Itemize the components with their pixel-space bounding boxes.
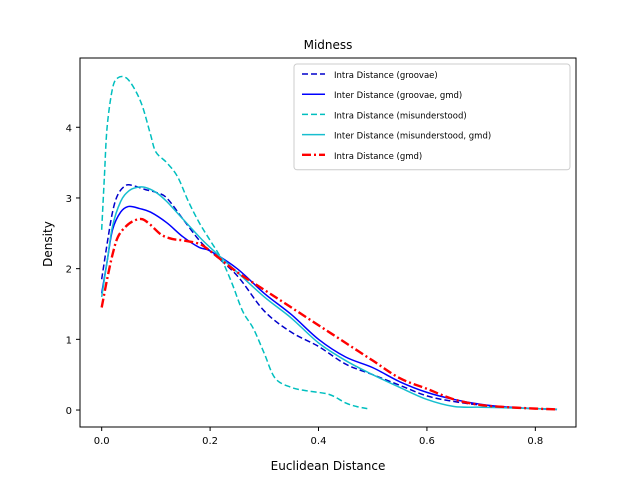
legend-label-1: Intra Distance (groovae) bbox=[334, 71, 438, 81]
x-axis-label: Euclidean Distance bbox=[271, 459, 386, 473]
plot-frame bbox=[79, 57, 577, 428]
y-tick-label: 1 bbox=[66, 335, 72, 346]
legend-box bbox=[293, 63, 571, 171]
x-tick-label: 0.2 bbox=[202, 436, 218, 447]
series-line-2 bbox=[100, 205, 558, 411]
series-layer bbox=[100, 75, 558, 411]
x-tick-label: 0.0 bbox=[94, 436, 110, 447]
y-axis: 0 1 2 3 4 bbox=[66, 123, 80, 417]
y-tick-label: 4 bbox=[66, 123, 72, 134]
y-tick-label: 0 bbox=[66, 406, 72, 417]
legend-label-4: Inter Distance (misunderstood, gmd) bbox=[334, 132, 491, 142]
series-line-3 bbox=[100, 75, 368, 410]
series-line-5 bbox=[100, 217, 558, 411]
series-line-4 bbox=[100, 186, 558, 411]
x-tick-label: 0.8 bbox=[527, 436, 543, 447]
series-line-1 bbox=[100, 183, 558, 411]
x-axis: 0.0 0.2 0.4 0.6 0.8 bbox=[94, 427, 543, 447]
legend: Intra Distance (groovae) Inter Distance (… bbox=[293, 63, 571, 171]
y-tick-label: 3 bbox=[66, 194, 72, 205]
legend-label-3: Intra Distance (misunderstood) bbox=[334, 111, 467, 121]
chart-title: Midness bbox=[304, 38, 353, 52]
y-tick-label: 2 bbox=[66, 265, 72, 276]
legend-label-2: Inter Distance (groovae, gmd) bbox=[334, 91, 462, 101]
y-axis-label: Density bbox=[41, 221, 55, 267]
legend-label-5: Intra Distance (gmd) bbox=[334, 152, 422, 162]
x-tick-label: 0.6 bbox=[419, 436, 435, 447]
x-tick-label: 0.4 bbox=[311, 436, 327, 447]
